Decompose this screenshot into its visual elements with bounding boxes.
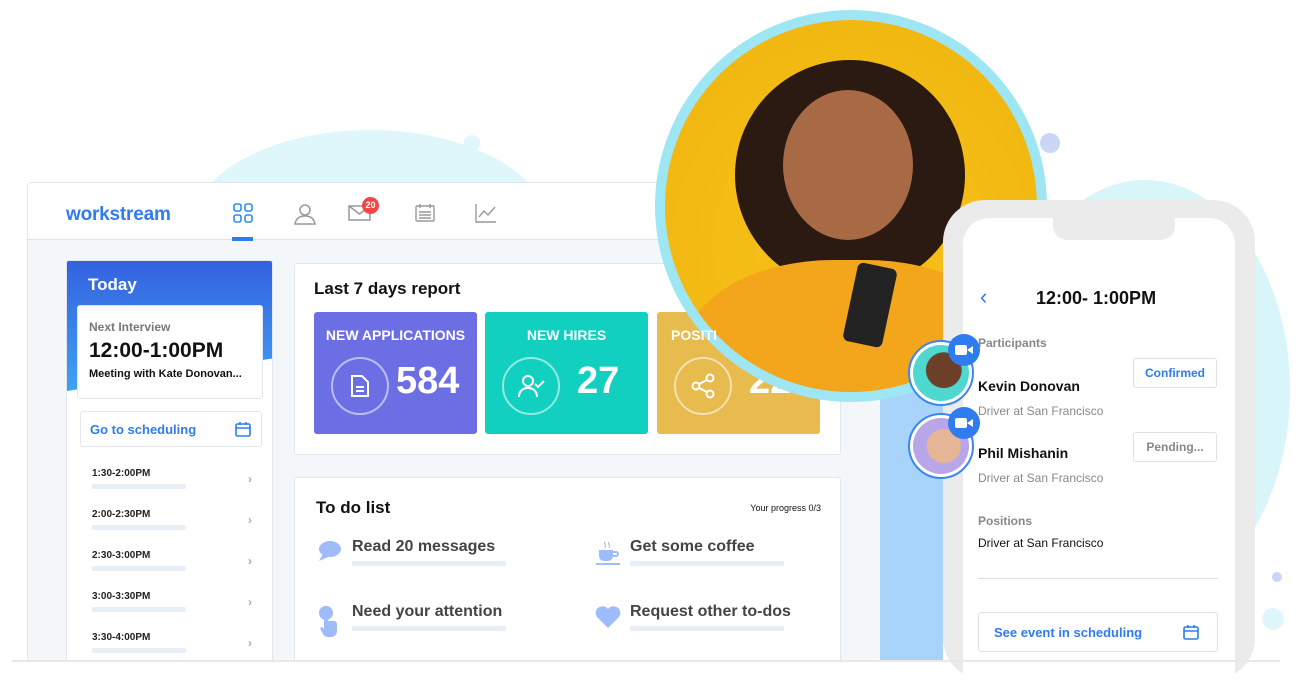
status-confirmed-button[interactable]: Confirmed: [1133, 358, 1217, 388]
status-pending-button[interactable]: Pending...: [1133, 432, 1217, 462]
user-check-icon: [502, 357, 560, 415]
stat-value: 584: [396, 360, 460, 402]
chevron-right-icon: ›: [248, 595, 252, 609]
stat-value: 27: [577, 360, 620, 402]
stat-new-hires[interactable]: NEW HIRES 27: [485, 312, 648, 434]
avatar-kevin[interactable]: [908, 334, 980, 406]
chat-bubble-icon: [319, 541, 341, 561]
go-to-scheduling-button[interactable]: Go to scheduling: [80, 411, 262, 447]
user-icon[interactable]: [293, 203, 321, 227]
dashboard-grid-icon[interactable]: [232, 203, 261, 241]
stat-new-applications[interactable]: NEW APPLICATIONS 584: [314, 312, 477, 434]
workstream-logo[interactable]: workstream: [66, 204, 171, 225]
report-title: Last 7 days report: [314, 279, 461, 298]
phone-screen: ‹ 12:00- 1:00PM Participants Kevin Donov…: [963, 218, 1235, 680]
chart-line-icon[interactable]: [475, 203, 503, 227]
next-interview-meeting: Meeting with Kate Donovan...: [89, 368, 242, 380]
today-panel: Today Next Interview 12:00-1:00PM Meetin…: [66, 260, 273, 661]
todo-progress: Your progress 0/3: [750, 503, 821, 513]
todo-item[interactable]: Get some coffee: [596, 538, 784, 566]
slot-time: 3:00-3:30PM: [92, 591, 151, 602]
todo-item[interactable]: Request other to-dos: [595, 603, 791, 631]
bg-dot: [1262, 608, 1284, 630]
see-event-button[interactable]: See event in scheduling: [978, 612, 1218, 652]
calendar-icon: [235, 422, 251, 437]
phone-mockup: ‹ 12:00- 1:00PM Participants Kevin Donov…: [943, 200, 1255, 680]
stat-label: NEW HIRES: [526, 327, 607, 343]
coffee-cup-icon: [596, 541, 620, 565]
todo-title: To do list: [316, 498, 391, 517]
see-event-label: See event in scheduling: [994, 625, 1143, 640]
next-interview-label: Next Interview: [89, 320, 171, 334]
todo-label: Request other to-dos: [630, 603, 791, 620]
chevron-right-icon: ›: [248, 554, 252, 568]
slot-time: 2:00-2:30PM: [92, 509, 151, 520]
next-interview-time: 12:00-1:00PM: [89, 339, 224, 362]
time-slot[interactable]: 3:30-4:00PM ›: [92, 632, 252, 653]
position-value: Driver at San Francisco: [978, 536, 1104, 550]
todo-item[interactable]: Need your attention: [319, 603, 506, 637]
heart-icon: [595, 606, 621, 628]
slot-time: 3:30-4:00PM: [92, 632, 151, 643]
go-to-scheduling-label: Go to scheduling: [90, 422, 197, 437]
baseline: [12, 660, 1280, 662]
participant-role: Driver at San Francisco: [978, 471, 1104, 485]
positions-label: Positions: [978, 514, 1033, 528]
todo-label: Get some coffee: [630, 538, 755, 555]
event-time-title: 12:00- 1:00PM: [1036, 288, 1157, 308]
todo-item[interactable]: Read 20 messages: [319, 538, 506, 566]
chevron-right-icon: ›: [248, 513, 252, 527]
slot-time: 2:30-3:00PM: [92, 550, 151, 561]
participant-name: Phil Mishanin: [978, 445, 1069, 461]
unread-badge: 20: [362, 197, 379, 214]
chevron-right-icon: ›: [248, 472, 252, 486]
participants-label: Participants: [978, 336, 1047, 350]
mail-icon[interactable]: 20: [348, 197, 379, 227]
video-camera-icon[interactable]: [948, 334, 980, 366]
todo-label: Read 20 messages: [352, 538, 496, 555]
divider: [978, 578, 1218, 579]
video-camera-icon[interactable]: [948, 407, 980, 439]
bg-dot: [464, 135, 480, 151]
document-icon: [331, 357, 389, 415]
back-chevron-icon[interactable]: ‹: [980, 284, 988, 309]
participant-role: Driver at San Francisco: [978, 404, 1104, 418]
stat-label: POSITI: [671, 327, 717, 343]
todo-card: To do list Your progress 0/3 Read 20 mes…: [294, 477, 841, 661]
next-interview-card[interactable]: Next Interview 12:00-1:00PM Meeting with…: [77, 305, 263, 399]
time-slot[interactable]: 2:30-3:00PM ›: [92, 550, 252, 571]
slot-time: 1:30-2:00PM: [92, 468, 151, 479]
bg-dot: [1272, 572, 1282, 582]
today-title: Today: [88, 275, 137, 294]
tap-hand-icon: [319, 606, 337, 637]
avatar-phil[interactable]: [908, 407, 980, 479]
calendar-icon: [1183, 625, 1199, 640]
stat-label: NEW APPLICATIONS: [325, 327, 466, 343]
calendar-icon[interactable]: [415, 203, 443, 227]
time-slot[interactable]: 2:00-2:30PM ›: [92, 509, 252, 530]
chevron-right-icon: ›: [248, 636, 252, 650]
time-slot[interactable]: 1:30-2:00PM ›: [92, 468, 252, 489]
participant-name: Kevin Donovan: [978, 378, 1080, 394]
phone-notch: [1053, 218, 1175, 240]
bg-dot: [1040, 133, 1060, 153]
todo-label: Need your attention: [352, 603, 503, 620]
time-slot[interactable]: 3:00-3:30PM ›: [92, 591, 252, 612]
